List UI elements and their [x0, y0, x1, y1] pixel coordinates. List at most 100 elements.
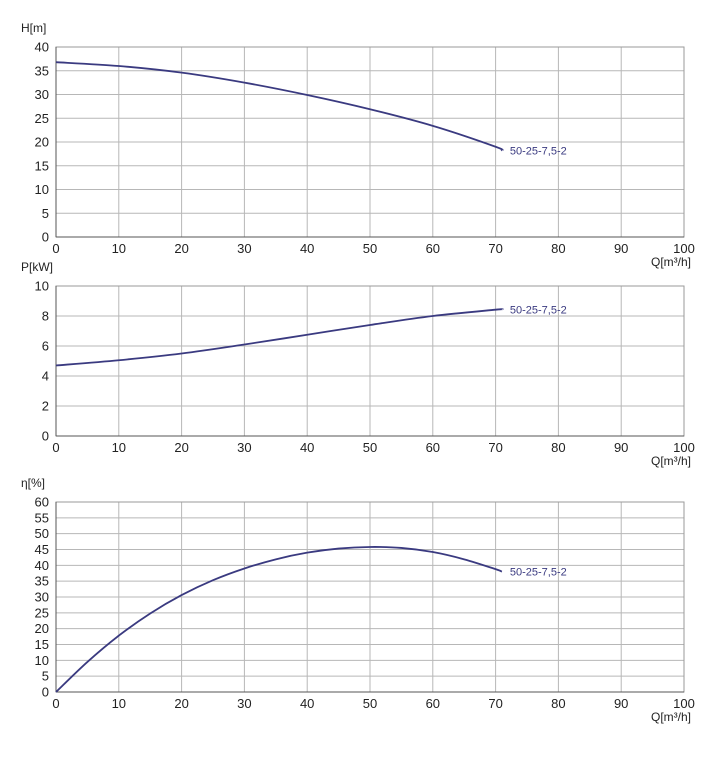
x-tick-label: 100: [673, 241, 695, 256]
y-tick-label: 30: [35, 590, 49, 605]
data-point: [432, 551, 433, 552]
data-point: [464, 559, 465, 560]
y-tick-label: 6: [42, 339, 49, 354]
x-tick-label: 50: [363, 241, 377, 256]
data-point: [495, 146, 496, 147]
x-tick-label: 60: [426, 440, 440, 455]
y-tick-label: 8: [42, 309, 49, 324]
x-tick-label: 20: [174, 440, 188, 455]
series-line: [55, 61, 504, 152]
x-tick-label: 90: [614, 440, 628, 455]
data-point: [501, 309, 502, 310]
series-label: 50-25-7,5-2: [510, 304, 567, 316]
series-line: [55, 546, 503, 693]
y-tick-label: 15: [35, 158, 49, 173]
x-tick-label: 30: [237, 241, 251, 256]
y-axis-title: P[kW]: [21, 260, 53, 274]
data-point: [244, 344, 245, 345]
data-point: [307, 552, 308, 553]
y-tick-label: 20: [35, 621, 49, 636]
data-point: [495, 569, 496, 570]
data-point: [181, 72, 182, 73]
x-tick-label: 90: [614, 696, 628, 711]
x-axis-title: Q[m³/h]: [651, 255, 691, 269]
x-tick-label: 50: [363, 440, 377, 455]
y-tick-label: 5: [42, 669, 49, 684]
y-tick-label: 4: [42, 369, 49, 384]
x-tick-label: 40: [300, 440, 314, 455]
data-point: [307, 94, 308, 95]
data-point: [244, 82, 245, 83]
data-point: [150, 613, 151, 614]
y-axis-title: H[m]: [21, 21, 46, 35]
x-axis-title: Q[m³/h]: [651, 710, 691, 724]
y-tick-label: 25: [35, 111, 49, 126]
y-tick-label: 0: [42, 230, 49, 245]
y-tick-label: 10: [35, 182, 49, 197]
x-tick-label: 80: [551, 241, 565, 256]
data-point: [275, 559, 276, 560]
x-tick-label: 40: [300, 696, 314, 711]
y-tick-label: 0: [42, 429, 49, 444]
x-tick-label: 20: [174, 696, 188, 711]
data-point: [401, 547, 402, 548]
y-axis-title: η[%]: [21, 476, 45, 490]
y-tick-label: 10: [35, 279, 49, 294]
series-label: 50-25-7,5-2: [510, 146, 567, 158]
x-tick-label: 90: [614, 241, 628, 256]
y-tick-label: 40: [35, 40, 49, 55]
data-point: [55, 62, 56, 63]
x-tick-label: 20: [174, 241, 188, 256]
data-point: [87, 661, 88, 662]
data-point: [501, 150, 502, 151]
x-tick-label: 60: [426, 241, 440, 256]
y-tick-label: 25: [35, 605, 49, 620]
data-point: [501, 571, 502, 572]
y-tick-label: 5: [42, 206, 49, 221]
y-tick-label: 2: [42, 399, 49, 414]
x-tick-label: 50: [363, 696, 377, 711]
data-point: [307, 334, 308, 335]
data-point: [369, 109, 370, 110]
x-tick-label: 70: [488, 241, 502, 256]
x-tick-label: 40: [300, 241, 314, 256]
x-tick-label: 100: [673, 440, 695, 455]
x-tick-label: 30: [237, 440, 251, 455]
data-point: [118, 65, 119, 66]
x-tick-label: 80: [551, 440, 565, 455]
y-tick-label: 55: [35, 510, 49, 525]
y-tick-label: 45: [35, 542, 49, 557]
data-point: [118, 360, 119, 361]
x-axis-title: Q[m³/h]: [651, 454, 691, 468]
y-tick-label: 40: [35, 558, 49, 573]
x-tick-label: 0: [52, 241, 59, 256]
y-tick-label: 20: [35, 135, 49, 150]
x-tick-label: 10: [112, 696, 126, 711]
y-tick-label: 35: [35, 63, 49, 78]
data-point: [181, 353, 182, 354]
x-tick-label: 70: [488, 696, 502, 711]
y-tick-label: 35: [35, 574, 49, 589]
data-point: [495, 309, 496, 310]
data-point: [55, 365, 56, 366]
x-tick-label: 30: [237, 696, 251, 711]
x-tick-label: 0: [52, 440, 59, 455]
x-tick-label: 60: [426, 696, 440, 711]
y-tick-label: 0: [42, 685, 49, 700]
data-point: [118, 635, 119, 636]
data-point: [181, 595, 182, 596]
data-point: [369, 546, 370, 547]
data-point: [369, 324, 370, 325]
series-label: 50-25-7,5-2: [510, 567, 567, 579]
y-tick-label: 30: [35, 87, 49, 102]
data-point: [338, 548, 339, 549]
data-point: [432, 125, 433, 126]
y-tick-label: 60: [35, 495, 49, 510]
x-tick-label: 10: [112, 440, 126, 455]
x-tick-label: 0: [52, 696, 59, 711]
chart-panel-head: 0 5 10 15 20 25 30 35 40 0 10 20 30 40 50 60 70 80 90 100 H[…: [21, 21, 695, 269]
y-tick-label: 15: [35, 637, 49, 652]
